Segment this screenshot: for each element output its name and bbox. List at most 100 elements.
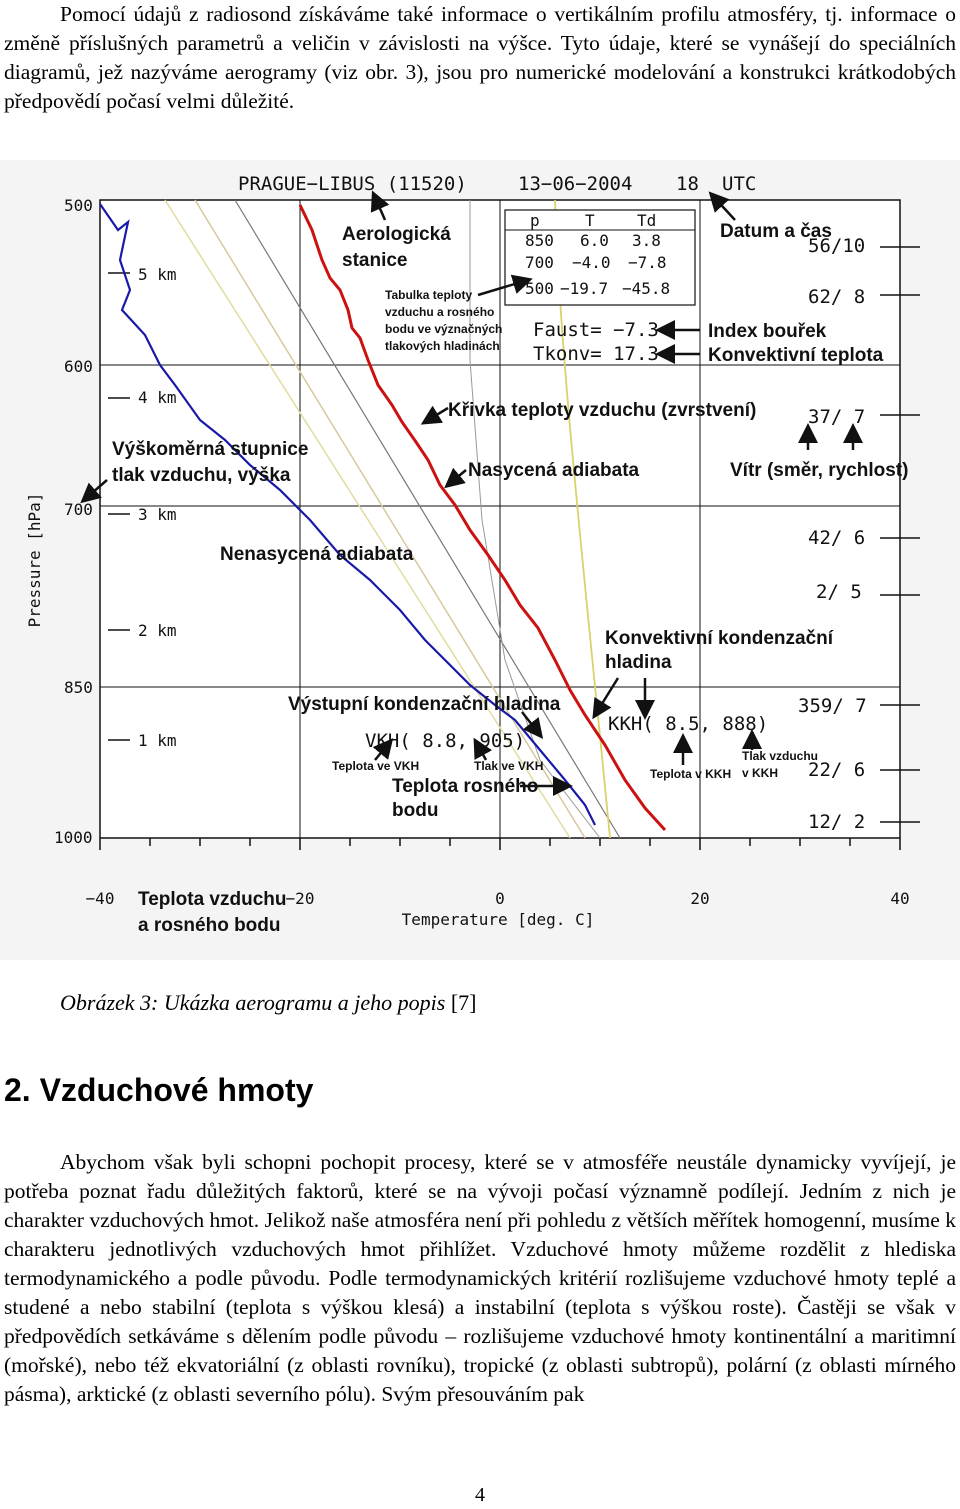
height-label: 4 km — [138, 388, 177, 407]
figure-element: −7.8 — [628, 253, 667, 272]
temp-tick: 20 — [690, 889, 709, 908]
pressure-label: 1000 — [54, 828, 93, 847]
annotation-label: Křivka teploty vzduchu (zvrstvení) — [448, 400, 756, 421]
annotation-label: hladina — [605, 652, 672, 673]
annotation-arrows — [80, 190, 863, 796]
hour-label: 18 — [676, 173, 699, 195]
figure-element: Td — [637, 211, 656, 230]
figure-element — [592, 677, 620, 720]
height-label: 3 km — [138, 505, 177, 524]
guide-line — [469, 200, 601, 839]
annotation-label: Tlak ve VKH — [474, 759, 543, 773]
temp-tick: 0 — [495, 889, 505, 908]
annotation-label: a rosného bodu — [138, 915, 281, 936]
annotation-label: stanice — [342, 250, 407, 271]
figure-element: 700 — [525, 253, 554, 272]
vkh-value: VKH( 8.8, 905) — [365, 730, 525, 752]
pressure-label: 700 — [64, 500, 93, 519]
height-label: 2 km — [138, 621, 177, 640]
annotation-label: vzduchu a rosného — [385, 305, 494, 319]
figure-element: 37/ 7 — [808, 406, 865, 428]
annotation-label: Konvektivní kondenzační — [605, 628, 834, 649]
figure-element: 500 — [525, 279, 554, 298]
annotation-label: Výstupní kondenzační hladina — [288, 694, 561, 715]
grid — [100, 200, 900, 838]
figure-element: 42/ 6 — [808, 527, 865, 549]
section-heading: 2. Vzduchové hmoty — [4, 1072, 314, 1108]
aerogram-figure: PRAGUE−LIBUS (11520) 13−06−2004 18 UTC 5… — [0, 160, 960, 960]
annotation-label: Index bouřek — [708, 321, 827, 342]
figure-element: 2/ 5 — [816, 581, 862, 603]
utc-label: UTC — [722, 173, 756, 195]
figure-element — [370, 190, 390, 221]
dry-adiabat-line — [164, 199, 571, 839]
annotation-label: Tabulka teploty — [385, 288, 472, 302]
annotation-label: Teplota rosného — [392, 776, 538, 797]
figure-element: 12/ 2 — [808, 811, 865, 833]
figure-element — [420, 405, 449, 425]
dewpoint-curve — [99, 203, 596, 826]
figure-element — [504, 209, 696, 306]
page-number: 4 — [475, 1484, 485, 1506]
figure-element: −19.7 — [560, 279, 608, 298]
temperature-curve — [298, 204, 667, 832]
figure-element: 359/ 7 — [798, 695, 867, 717]
figure-element — [708, 191, 736, 221]
figure-element — [80, 479, 108, 504]
pressure-label: 600 — [64, 357, 93, 376]
annotation-label: Tlak vzduchu — [742, 749, 818, 763]
annotation-label: Konvektivní teplota — [708, 345, 884, 366]
intro-paragraph: Pomocí údajů z radiosond získáváme také … — [4, 2, 956, 113]
annotation-label: Teplota vzduchu — [138, 889, 286, 910]
tkonv-value: Tkonv= 17.3 — [533, 343, 659, 365]
figure-caption: Obrázek 3: Ukázka aerogramu a jeho popis… — [60, 990, 477, 1015]
mixing-ratio-line — [234, 199, 621, 839]
x-axis-title: Temperature [deg. C] — [402, 910, 595, 929]
faust-value: Faust= −7.3 — [533, 319, 659, 341]
annotation-label: Teplota ve VKH — [332, 759, 419, 773]
annotation-label: tlakových hladinách — [385, 339, 500, 353]
figure-element — [473, 737, 493, 761]
figure-element — [444, 467, 467, 489]
temp-tick: −20 — [286, 889, 315, 908]
annotation-label: v KKH — [742, 766, 778, 780]
figure-element: T — [585, 211, 595, 230]
annotation-label: bodu — [392, 800, 438, 821]
figure-element — [477, 274, 533, 297]
figure-element — [372, 738, 394, 761]
figure-element: p — [530, 211, 540, 230]
annotation-label: tlak vzduchu, výška — [112, 465, 291, 486]
annotation-label: Aerologická — [342, 224, 451, 245]
temp-tick: −40 — [86, 889, 115, 908]
figure-element: −4.0 — [572, 253, 611, 272]
dry-adiabat-line — [194, 199, 586, 839]
temp-tick: 40 — [890, 889, 909, 908]
figure-element: 6.0 — [580, 231, 609, 250]
annotation-label: Nasycená adiabata — [468, 460, 640, 481]
annotation-label: bodu ve význačných — [385, 322, 502, 336]
annotation-label: Nenasycená adiabata — [220, 544, 414, 565]
figure-element: −45.8 — [622, 279, 670, 298]
figure-element: 56/10 — [808, 235, 865, 257]
body-paragraph: Abychom však byli schopni pochopit proce… — [4, 1150, 956, 1406]
annotation-label: Teplota v KKH — [650, 767, 731, 781]
sounding-table: p T Td 850 6.0 3.8 700 −4.0 −7.8 500 −19… — [504, 209, 696, 306]
wind-column: 56/10 62/ 8 37/ 7 42/ 6 2/ 5 359/ 7 22/ … — [798, 235, 867, 833]
annotation-label: Datum a čas — [720, 221, 832, 242]
y-axis-title: Pressure [hPa] — [25, 493, 44, 628]
height-label: 1 km — [138, 731, 177, 750]
height-label: 5 km — [138, 265, 177, 284]
station-label: PRAGUE−LIBUS (11520) — [238, 173, 467, 195]
caption-reference: [7] — [445, 990, 477, 1015]
kkh-value: KKH( 8.5, 888) — [608, 713, 768, 735]
figure-element: 850 — [525, 231, 554, 250]
pressure-label: 850 — [64, 678, 93, 697]
figure-element — [521, 711, 544, 739]
date-label: 13−06−2004 — [518, 173, 632, 195]
pressure-label: 500 — [64, 196, 93, 215]
annotation-label: Vítr (směr, rychlost) — [730, 460, 908, 481]
figure-element: 62/ 8 — [808, 286, 865, 308]
annotation-label: Výškoměrná stupnice — [112, 439, 308, 460]
figure-element: 3.8 — [632, 231, 661, 250]
figure-element: 22/ 6 — [808, 759, 865, 781]
